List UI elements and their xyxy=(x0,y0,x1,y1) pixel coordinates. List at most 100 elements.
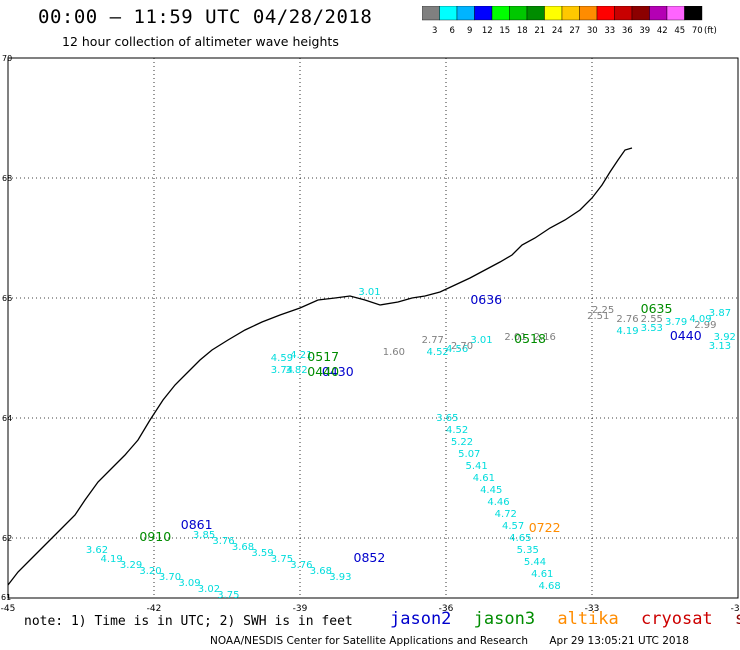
legend-jason2: jason2 xyxy=(390,609,452,629)
colorbar-label: 9 xyxy=(467,26,472,36)
wave-height-value: 3.68 xyxy=(310,566,332,577)
colorbar-label: 45 xyxy=(674,26,685,36)
time-label-layer: 0636063505180517043004400440072208610910… xyxy=(139,292,701,565)
pass-time-label: 0517 xyxy=(307,349,339,364)
wave-height-value: 3.13 xyxy=(709,341,731,352)
colorbar-swatch xyxy=(509,6,528,21)
pass-time-label: 0861 xyxy=(181,517,213,532)
colorbar-swatch xyxy=(474,6,493,21)
page-subtitle: 12 hour collection of altimeter wave hei… xyxy=(62,34,339,49)
lat-tick-label: 68 xyxy=(2,174,12,183)
colorbar-label: 39 xyxy=(639,26,650,36)
colorbar-label: 15 xyxy=(499,26,510,36)
wave-height-value: 4.19 xyxy=(100,554,122,565)
wave-height-value: 2.51 xyxy=(587,311,609,322)
wave-height-value: 4.61 xyxy=(473,473,495,484)
satellite-legend: jason2 jason3 altika cryosat s3a xyxy=(390,609,740,629)
wave-height-value: 2.16 xyxy=(534,332,556,343)
pass-time-label: 0636 xyxy=(470,292,502,307)
colorbar-label: 33 xyxy=(604,26,615,36)
wave-height-value: 5.35 xyxy=(517,545,539,556)
colorbar-swatch xyxy=(561,6,580,21)
wave-height-value: 2.77 xyxy=(422,335,444,346)
pass-time-label: 0635 xyxy=(641,301,673,316)
pass-time-label: 0722 xyxy=(529,520,561,535)
wave-height-value: 3.82 xyxy=(285,365,307,376)
wave-height-value: 3.29 xyxy=(120,560,142,571)
lat-tick-label: 70 xyxy=(2,54,12,63)
wave-height-value: 5.41 xyxy=(465,461,487,472)
pass-time-label: 0430 xyxy=(322,364,354,379)
wave-height-value: 2.55 xyxy=(641,314,663,325)
wave-height-value: 4.52 xyxy=(427,347,449,358)
wave-height-value: 1.60 xyxy=(383,347,405,358)
wave-height-value: 3.74 xyxy=(271,365,293,376)
colorbar-swatch xyxy=(631,6,650,21)
wave-height-value: 4.56 xyxy=(446,344,468,355)
graticule xyxy=(8,58,738,598)
coastline xyxy=(7,147,633,586)
wave-height-value: 3.01 xyxy=(358,287,380,298)
wave-height-value: 5.44 xyxy=(524,557,546,568)
legend-s3a: s3a xyxy=(735,609,740,629)
lon-tick-label: -45 xyxy=(1,604,16,614)
colorbar-label: 12 xyxy=(482,26,493,36)
wave-height-value: 2.70 xyxy=(451,341,473,352)
wave-height-value: 3.75 xyxy=(271,554,293,565)
wave-height-value: 4.19 xyxy=(616,326,638,337)
wave-height-value: 3.68 xyxy=(232,542,254,553)
lat-tick-label-bottom: 61 xyxy=(1,593,11,602)
wave-height-value: 3.92 xyxy=(714,332,736,343)
lon-tick-label: -36 xyxy=(439,604,454,614)
map-frame xyxy=(7,57,739,599)
colorbar-swatch xyxy=(491,6,510,21)
colorbar-label: 6 xyxy=(450,26,455,36)
colorbar-swatch xyxy=(579,6,598,21)
wave-height-value: 3.85 xyxy=(193,530,215,541)
colorbar-label: 36 xyxy=(622,26,633,36)
lat-tick-label: 62 xyxy=(2,534,12,543)
axis-labels: -45 -42 -39 -36 -33 -30 70 68 66 64 62 61 xyxy=(1,54,740,614)
pass-time-label: 0440 xyxy=(670,328,702,343)
wave-height-value: 3.79 xyxy=(665,317,687,328)
lon-tick-label: -42 xyxy=(147,604,162,614)
wave-height-value: 3.65 xyxy=(436,413,458,424)
colorbar-swatch xyxy=(596,6,615,21)
footer-note: note: 1) Time is in UTC; 2) SWH is in fe… xyxy=(24,614,353,629)
wave-height-value: 3.53 xyxy=(641,323,663,334)
wave-height-value: 4.45 xyxy=(480,485,502,496)
wave-height-value: 3.70 xyxy=(159,572,181,583)
legend-altika: altika xyxy=(557,609,619,629)
wave-height-value: 5.07 xyxy=(458,449,480,460)
lon-tick-label: -33 xyxy=(585,604,600,614)
lon-tick-label: -39 xyxy=(293,604,308,614)
colorbar-swatch xyxy=(456,6,475,21)
wave-height-value: 2.01 xyxy=(504,332,526,343)
colorbar-swatch xyxy=(422,6,440,21)
wave-height-value: 3.93 xyxy=(329,572,351,583)
colorbar-label: 3 xyxy=(432,26,437,36)
wave-height-value: 4.46 xyxy=(487,497,509,508)
wave-height-value: 3.75 xyxy=(217,590,239,601)
credit-line: NOAA/NESDIS Center for Satellite Applica… xyxy=(210,635,707,647)
wave-height-value: 5.22 xyxy=(451,437,473,448)
wave-height-value: 4.59 xyxy=(271,353,293,364)
colorbar-swatch xyxy=(684,6,703,21)
wave-height-value: 4.68 xyxy=(538,581,560,592)
colorbar-swatch xyxy=(544,6,563,21)
wave-height-value: 3.20 xyxy=(139,566,161,577)
wave-height-value: 4.61 xyxy=(531,569,553,580)
wave-height-value: 4.09 xyxy=(689,314,711,325)
colorbar-label: 21 xyxy=(534,26,545,36)
wave-height-value: 4.52 xyxy=(446,425,468,436)
lat-tick-label: 66 xyxy=(2,294,12,303)
wave-height-value: 2.25 xyxy=(592,305,614,316)
wave-height-value: 2.99 xyxy=(694,320,716,331)
wave-height-value: 4.72 xyxy=(495,509,517,520)
track-layer: 3.654.525.225.075.414.614.454.464.724.57… xyxy=(86,287,736,601)
legend-jason3: jason3 xyxy=(473,609,536,629)
wave-height-value: 3.09 xyxy=(178,578,200,589)
wave-height-value: 3.76 xyxy=(212,536,234,547)
legend-cryosat: cryosat xyxy=(641,609,713,629)
colorbar-unit: (ft) xyxy=(704,26,717,36)
